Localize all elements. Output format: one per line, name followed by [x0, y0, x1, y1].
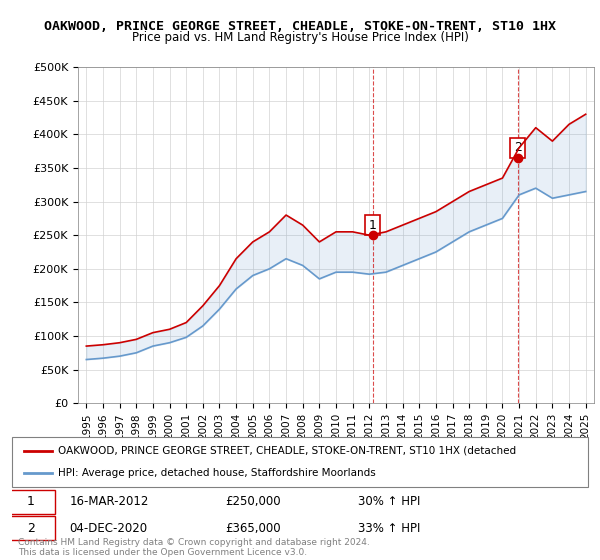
FancyBboxPatch shape [6, 490, 55, 514]
Text: OAKWOOD, PRINCE GEORGE STREET, CHEADLE, STOKE-ON-TRENT, ST10 1HX (detached: OAKWOOD, PRINCE GEORGE STREET, CHEADLE, … [58, 446, 516, 456]
FancyBboxPatch shape [6, 516, 55, 540]
Text: 2: 2 [27, 521, 35, 535]
FancyBboxPatch shape [12, 437, 588, 487]
Text: 2: 2 [514, 141, 522, 155]
Text: Price paid vs. HM Land Registry's House Price Index (HPI): Price paid vs. HM Land Registry's House … [131, 31, 469, 44]
Text: 16-MAR-2012: 16-MAR-2012 [70, 495, 149, 508]
Text: HPI: Average price, detached house, Staffordshire Moorlands: HPI: Average price, detached house, Staf… [58, 468, 376, 478]
Text: 30% ↑ HPI: 30% ↑ HPI [358, 495, 420, 508]
Text: OAKWOOD, PRINCE GEORGE STREET, CHEADLE, STOKE-ON-TRENT, ST10 1HX: OAKWOOD, PRINCE GEORGE STREET, CHEADLE, … [44, 20, 556, 32]
Text: 1: 1 [27, 495, 35, 508]
Text: £250,000: £250,000 [225, 495, 281, 508]
Text: 33% ↑ HPI: 33% ↑ HPI [358, 521, 420, 535]
Text: 04-DEC-2020: 04-DEC-2020 [70, 521, 148, 535]
Text: £365,000: £365,000 [225, 521, 281, 535]
Text: Contains HM Land Registry data © Crown copyright and database right 2024.
This d: Contains HM Land Registry data © Crown c… [18, 538, 370, 557]
Text: 1: 1 [368, 218, 377, 232]
